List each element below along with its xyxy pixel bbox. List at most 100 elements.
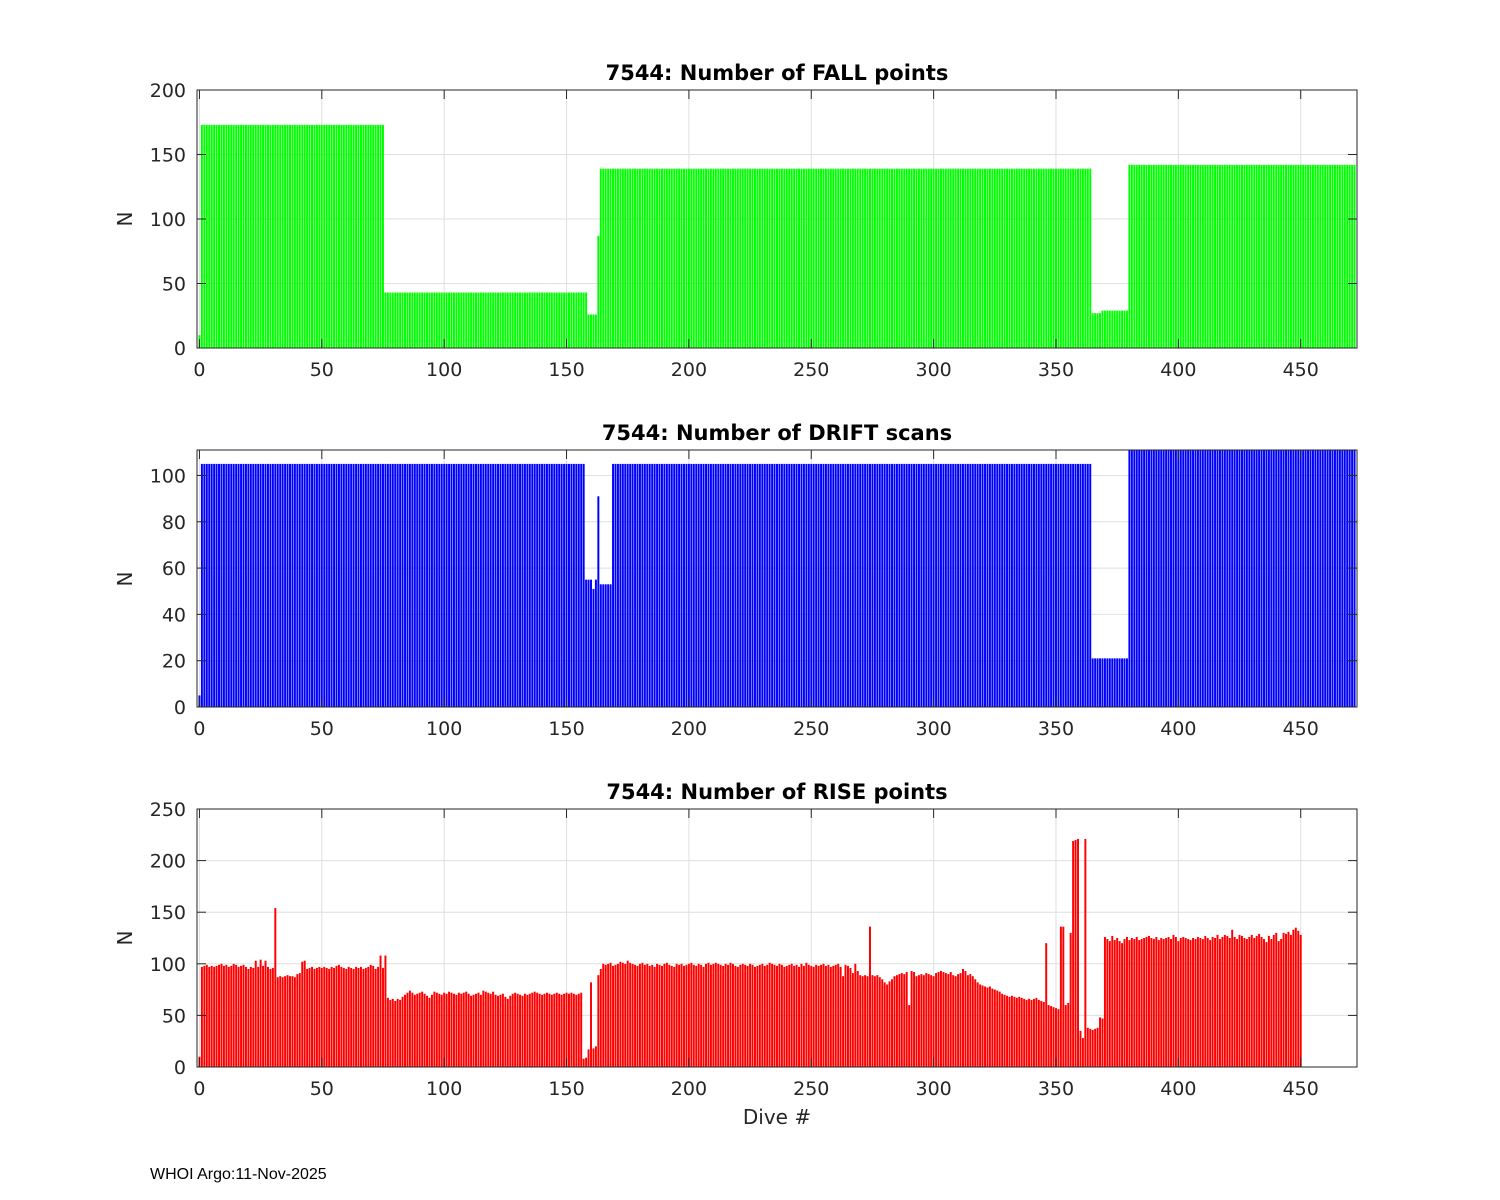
fall-points-bar xyxy=(731,168,734,348)
drift-scans-bar xyxy=(1162,450,1165,707)
rise-points-bar xyxy=(1123,939,1126,1067)
drift-scans-bar xyxy=(798,463,801,707)
fall-points-bar xyxy=(355,124,358,348)
drift-scans-bar xyxy=(215,463,218,707)
fall-points-bar xyxy=(284,124,287,348)
rise-points-bar xyxy=(839,966,842,1067)
fall-points-x-tick-label: 0 xyxy=(193,359,205,381)
rise-points-bar xyxy=(318,966,321,1067)
drift-scans-bar xyxy=(1272,450,1275,707)
rise-points-bar xyxy=(289,976,291,1067)
rise-points-bar xyxy=(1106,939,1109,1067)
rise-points-bar xyxy=(1231,929,1234,1067)
drift-scans-bar xyxy=(675,463,678,707)
drift-scans-bar xyxy=(428,463,431,707)
fall-points-bar xyxy=(1201,164,1204,348)
rise-points-bar xyxy=(492,991,495,1067)
fall-points-bar xyxy=(675,168,678,348)
rise-points-bar xyxy=(670,965,673,1067)
rise-points-bar xyxy=(954,976,957,1067)
fall-points-bar xyxy=(1316,164,1319,348)
rise-points-bar xyxy=(266,966,269,1067)
rise-points-bar xyxy=(271,967,274,1067)
drift-scans-bar xyxy=(827,463,830,707)
fall-points-x-tick-label: 450 xyxy=(1283,359,1319,381)
fall-points-bar xyxy=(966,168,969,348)
rise-points-bar xyxy=(844,964,847,1067)
drift-scans-bar xyxy=(876,463,879,707)
rise-points-bar xyxy=(293,977,296,1067)
rise-points-bar xyxy=(1040,1000,1043,1067)
fall-points-bar xyxy=(450,292,453,348)
drift-scans-bar xyxy=(406,463,409,707)
rise-points-bar xyxy=(719,964,722,1067)
fall-points-bar xyxy=(839,168,842,348)
fall-points-bar xyxy=(538,292,541,348)
rise-points-bar xyxy=(220,963,223,1067)
rise-points-bar xyxy=(1228,938,1231,1067)
drift-scans-bar xyxy=(744,463,747,707)
drift-scans-bar xyxy=(582,463,585,707)
rise-points-bar xyxy=(612,965,615,1067)
rise-points-bar xyxy=(1192,938,1195,1067)
drift-scans-bar xyxy=(851,463,854,707)
fall-points-bar xyxy=(266,124,269,348)
drift-scans-bar xyxy=(423,463,426,707)
rise-points-bar xyxy=(626,960,629,1067)
rise-points-bar xyxy=(790,963,793,1067)
rise-points-bar xyxy=(802,965,805,1067)
fall-points-bar xyxy=(1265,164,1268,348)
drift-scans-bar xyxy=(291,463,294,707)
rise-points-bar xyxy=(773,964,776,1067)
drift-scans-bar xyxy=(1069,463,1072,707)
rise-points-bar xyxy=(337,964,340,1067)
fall-points-bar xyxy=(976,168,979,348)
fall-points-bar xyxy=(986,168,989,348)
drift-scans-bar xyxy=(264,463,267,707)
fall-points-bar xyxy=(308,124,311,348)
drift-scans-bar xyxy=(935,463,938,707)
drift-scans-bar xyxy=(1143,450,1146,707)
drift-scans-bar xyxy=(1086,463,1089,707)
fall-points-bar xyxy=(501,292,504,348)
fall-points-bar xyxy=(406,292,409,348)
rise-points-bar xyxy=(702,966,705,1067)
drift-scans-bar xyxy=(1331,450,1334,707)
drift-scans-bar xyxy=(927,463,930,707)
fall-points-bar xyxy=(244,124,247,348)
fall-points-bar xyxy=(869,168,871,348)
rise-points-bar xyxy=(252,967,255,1067)
drift-scans-bar xyxy=(538,463,541,707)
drift-scans-bar xyxy=(328,463,331,707)
fall-points-bar xyxy=(634,168,637,348)
fall-points-bar xyxy=(1243,164,1246,348)
fall-points-bar xyxy=(1263,164,1265,348)
drift-scans-bar xyxy=(1248,450,1251,707)
fall-points-bar xyxy=(913,168,916,348)
fall-points-bar xyxy=(445,292,448,348)
fall-points-bar xyxy=(891,168,893,348)
rise-points-bar xyxy=(707,962,710,1067)
rise-points-bar xyxy=(467,993,470,1067)
fall-points-bar xyxy=(1123,310,1126,348)
drift-scans-bar xyxy=(418,463,421,707)
drift-scans-bar xyxy=(1285,450,1288,707)
fall-points-bar xyxy=(1336,164,1339,348)
fall-points-bar xyxy=(996,168,999,348)
drift-scans-bar xyxy=(1199,450,1202,707)
rise-points-bar xyxy=(915,976,918,1067)
rise-points-bar xyxy=(922,975,925,1067)
drift-scans-bar xyxy=(717,463,720,707)
drift-scans-bar xyxy=(930,463,933,707)
drift-scans-bar xyxy=(678,463,681,707)
rise-points-bar xyxy=(668,964,671,1067)
rise-points-bar xyxy=(430,994,433,1067)
rise-points-bar xyxy=(511,993,514,1067)
rise-points-bar xyxy=(763,965,766,1067)
drift-scans-bar xyxy=(629,463,632,707)
rise-points-bar xyxy=(328,968,331,1067)
fall-points-bar xyxy=(497,292,499,348)
drift-scans-bar xyxy=(1304,450,1307,707)
fall-points-bar xyxy=(883,168,886,348)
fall-points-bar xyxy=(910,168,913,348)
